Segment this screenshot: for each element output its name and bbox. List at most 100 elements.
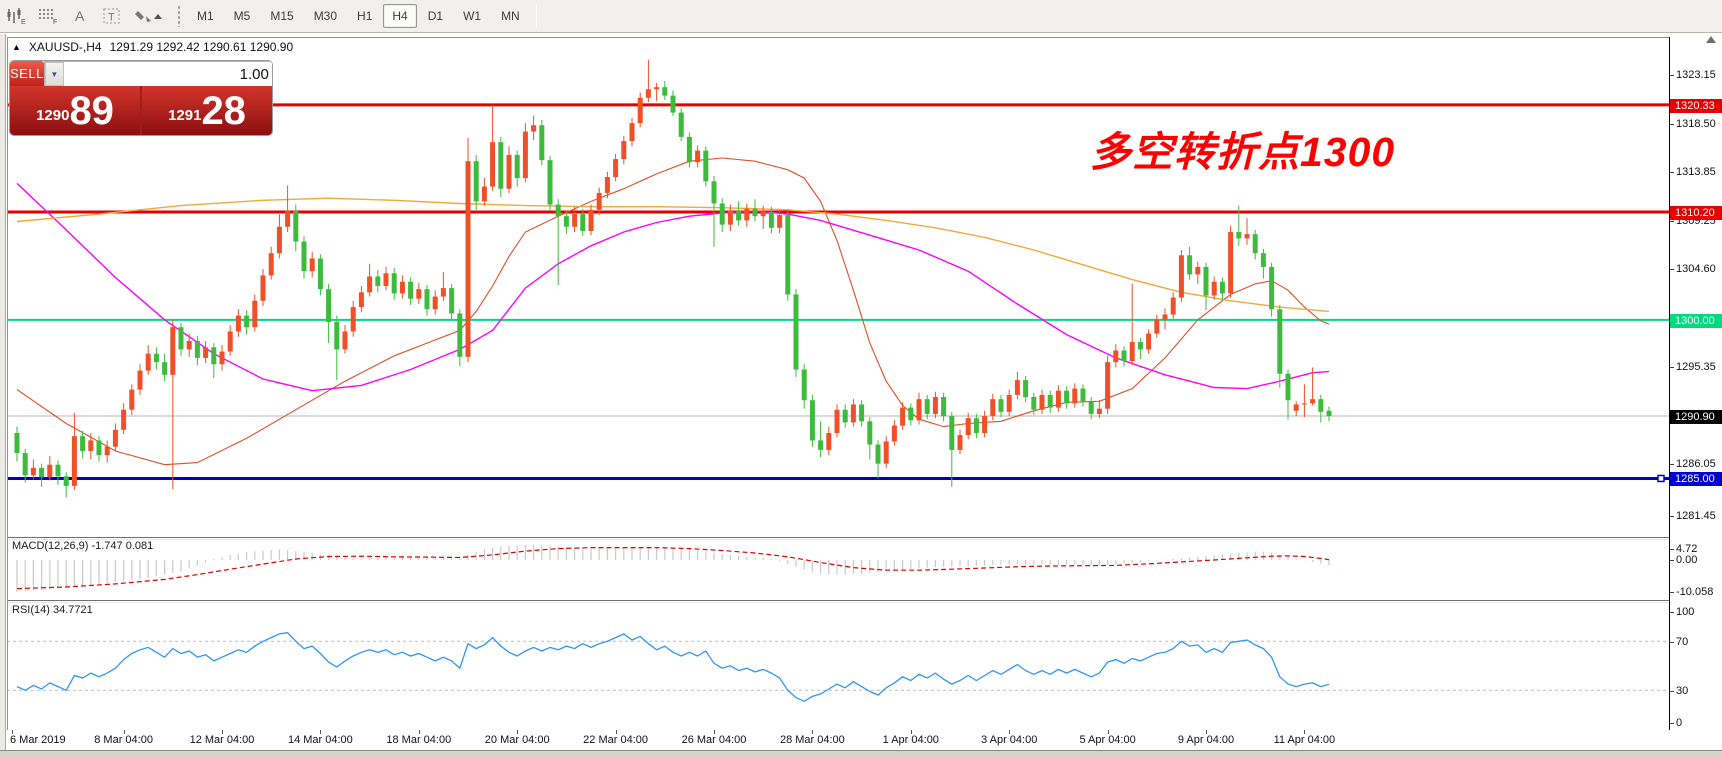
candle-body	[244, 315, 250, 328]
candle-body	[588, 209, 594, 231]
time-axis[interactable]: 6 Mar 2019 8 Mar 04:00 12 Mar 04:00 14 Mar …	[7, 730, 1670, 750]
candle-body	[383, 273, 389, 286]
svg-text:E: E	[21, 19, 26, 25]
objects-tool-icon[interactable]	[129, 3, 171, 29]
candle-body	[309, 258, 315, 272]
time-label: 20 Mar 04:00	[484, 734, 550, 746]
candle-body	[957, 435, 963, 450]
candle-body	[1252, 234, 1258, 254]
candle-body	[104, 446, 110, 456]
candle-body	[859, 404, 865, 422]
time-tick	[615, 730, 617, 734]
candlestick-chart[interactable]	[7, 37, 1670, 750]
candle-body	[1105, 362, 1111, 409]
candle-body	[1096, 408, 1102, 414]
candle-body	[473, 161, 479, 202]
axis-tick	[1670, 124, 1674, 125]
time-label: 12 Mar 04:00	[189, 734, 255, 746]
buy-price-small: 1291	[168, 107, 202, 124]
candle-body	[932, 397, 938, 414]
bottom-scrollbar-strip[interactable]	[0, 750, 1722, 758]
buy-price-big: 28	[201, 88, 246, 133]
volume-input[interactable]	[63, 62, 272, 86]
grid-icon[interactable]: F	[33, 3, 63, 29]
one-click-trade-panel: SELL ▼ ▲ BUY 1290 89 1291 28	[10, 61, 272, 135]
candle-body	[399, 281, 405, 294]
candle-body	[260, 275, 266, 301]
candle-body	[1023, 380, 1029, 398]
candle-body	[293, 210, 299, 242]
sell-price-small: 1290	[36, 107, 70, 124]
time-label: 28 Mar 04:00	[779, 734, 845, 746]
candle-body	[711, 181, 717, 204]
candle-body	[1318, 399, 1324, 412]
candle-body	[785, 215, 791, 295]
candle-body	[1228, 232, 1234, 294]
candle-body	[416, 289, 422, 299]
collapse-triangle-icon[interactable]: ▲	[12, 42, 21, 52]
candle-body	[1146, 333, 1152, 350]
timeframe-button-w1[interactable]: W1	[463, 9, 482, 23]
candle-body	[1203, 266, 1209, 296]
timeframe-button-m5[interactable]: M5	[233, 9, 251, 23]
time-tick	[320, 730, 322, 734]
axis-tick	[1670, 367, 1674, 368]
timeframe-button-h1[interactable]: H1	[357, 9, 373, 23]
hline-handle[interactable]	[1657, 474, 1665, 483]
price-axis[interactable]: 1323.15 1318.50 1313.85 1309.25 1304.60 1295.…	[1670, 34, 1722, 758]
price-label-1286.05: 1286.05	[1676, 458, 1716, 470]
text-tool-icon[interactable]: T	[97, 3, 127, 29]
volume-stepper: ▼ ▲	[43, 61, 272, 86]
time-label: 22 Mar 04:00	[583, 734, 649, 746]
rsi-panel[interactable]	[7, 602, 1670, 732]
timeframe-button-d1[interactable]: D1	[427, 9, 444, 23]
price-badge-1320.33: 1320.33	[1670, 99, 1722, 113]
label-tool-icon[interactable]: A	[65, 3, 95, 29]
time-label: 3 Apr 04:00	[981, 734, 1038, 746]
timeframe-button-m15[interactable]: M15	[270, 9, 294, 23]
timeframe-button-mn[interactable]: MN	[501, 9, 520, 23]
macd-panel[interactable]	[7, 539, 1670, 600]
candle-body	[375, 276, 381, 286]
sell-button[interactable]: SELL	[10, 61, 44, 86]
indicators-chart-icon[interactable]: E	[1, 3, 31, 29]
timeframe-button-m30[interactable]: M30	[313, 9, 338, 23]
candle-body	[80, 436, 86, 451]
buy-price[interactable]: 1291 28	[142, 86, 272, 135]
candle-body	[834, 409, 840, 433]
candle-body	[235, 315, 241, 332]
candle-body	[891, 425, 897, 442]
candle-body	[71, 436, 77, 486]
candle-body	[490, 142, 496, 187]
candle-body	[203, 347, 209, 358]
ma-slow	[16, 197, 1330, 313]
toolbar-drag-handle[interactable]	[177, 5, 182, 27]
time-tick	[812, 730, 814, 734]
chart-symbol-header: ▲ XAUUSD-,H4 1291.29 1292.42 1290.61 129…	[12, 40, 293, 54]
volume-decrease-button[interactable]: ▼	[44, 62, 64, 86]
sell-price[interactable]: 1290 89	[10, 86, 142, 135]
price-badge-1285.00: 1285.00	[1670, 472, 1722, 486]
candle-body	[424, 289, 430, 310]
time-tick	[1304, 730, 1306, 734]
candle-body	[285, 210, 291, 227]
candle-body	[1080, 388, 1086, 402]
timeframe-button-h4[interactable]: H4	[383, 4, 417, 28]
trade-panel-prices: 1290 89 1291 28	[10, 86, 272, 135]
candle-body	[465, 161, 471, 357]
candle-body	[1137, 342, 1143, 350]
price-badge-1290.90: 1290.90	[1670, 410, 1722, 424]
axis-tick	[1670, 549, 1674, 550]
time-label: 8 Mar 04:00	[94, 734, 153, 746]
candle-body	[842, 409, 848, 423]
candle-body	[96, 440, 102, 456]
candle-body	[1014, 380, 1020, 395]
candle-body	[563, 216, 569, 227]
timeframe-button-m1[interactable]: M1	[197, 9, 214, 23]
candle-body	[744, 208, 750, 221]
candle-body	[1031, 397, 1037, 410]
candle-body	[949, 416, 955, 450]
ma-fast	[16, 157, 1330, 466]
time-label: 6 Mar 2019	[10, 734, 66, 746]
time-label: 5 Apr 04:00	[1079, 734, 1136, 746]
